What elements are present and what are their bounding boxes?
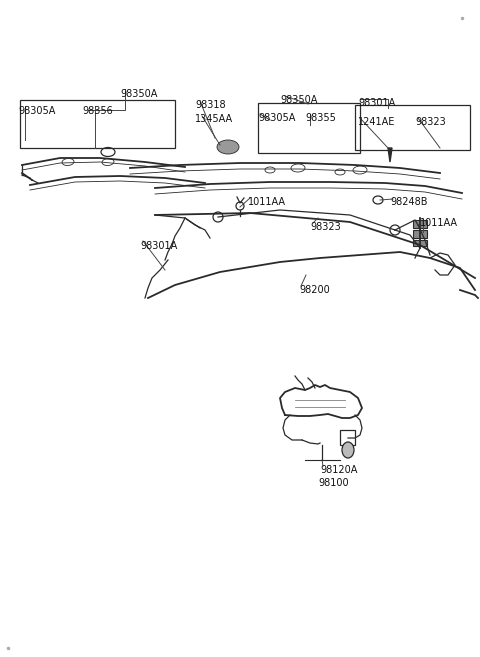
Ellipse shape [342, 442, 354, 458]
Text: 98248B: 98248B [390, 197, 428, 207]
Text: 98200: 98200 [299, 285, 330, 295]
Text: 98305A: 98305A [258, 113, 295, 123]
Bar [258, 103, 360, 153]
Text: 98323: 98323 [415, 117, 446, 127]
Text: 1011AA: 1011AA [248, 197, 286, 207]
Bar [413, 220, 427, 228]
Bar [355, 105, 470, 150]
Text: 98356: 98356 [82, 106, 113, 116]
Text: 98305A: 98305A [18, 106, 55, 116]
Text: 98301A: 98301A [358, 98, 395, 108]
Text: 1241AE: 1241AE [358, 117, 396, 127]
Ellipse shape [217, 140, 239, 154]
Polygon shape [388, 148, 392, 162]
Bar [413, 240, 427, 246]
Bar [413, 230, 427, 238]
Text: 98318: 98318 [195, 100, 226, 110]
Text: 1345AA: 1345AA [195, 114, 233, 124]
Text: 1011AA: 1011AA [420, 218, 458, 228]
Text: 98100: 98100 [318, 478, 348, 488]
Text: 98120A: 98120A [320, 465, 358, 475]
Bar [20, 100, 175, 148]
Text: 98323: 98323 [310, 222, 341, 232]
Text: 98355: 98355 [305, 113, 336, 123]
Text: 98350A: 98350A [120, 89, 157, 99]
Text: 98350A: 98350A [280, 95, 317, 105]
Text: 98301A: 98301A [140, 241, 177, 251]
